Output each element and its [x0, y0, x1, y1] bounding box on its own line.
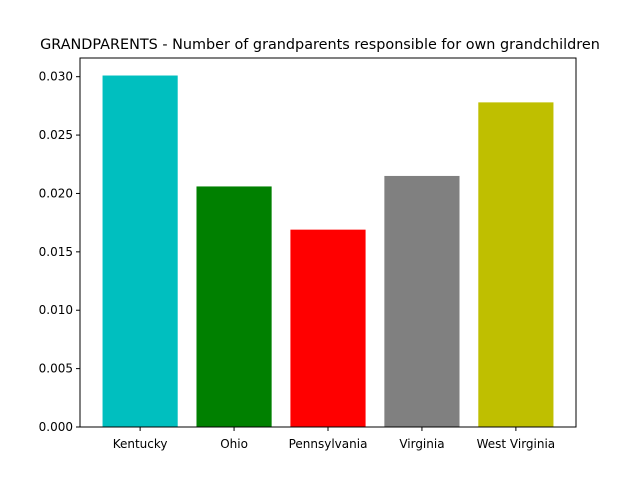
- y-tick-label: 0.005: [39, 362, 73, 376]
- bar-pennsylvania: [290, 229, 366, 427]
- y-tick-label: 0.030: [39, 70, 73, 84]
- bars: [102, 75, 554, 428]
- x-axis: Kentucky Ohio Pennsylvania Virginia West Vir…: [113, 427, 555, 451]
- y-axis: 0.000 0.005 0.010 0.015 0.020 0.025 0.030: [39, 70, 80, 434]
- bar-ohio: [196, 186, 272, 427]
- x-tick-label: Ohio: [220, 437, 248, 451]
- x-tick-label: West Virginia: [477, 437, 556, 451]
- x-tick-label: Kentucky: [113, 437, 168, 451]
- y-tick-label: 0.020: [39, 186, 73, 200]
- bar-west-virginia: [478, 102, 554, 428]
- y-tick-label: 0.000: [39, 420, 73, 434]
- plot-frame: [79, 57, 577, 428]
- x-tick-label: Pennsylvania: [289, 437, 368, 451]
- bar-virginia: [384, 175, 460, 427]
- chart-title: GRANDPARENTS - Number of grandparents re…: [40, 37, 600, 53]
- bar-kentucky: [102, 75, 178, 428]
- y-tick-label: 0.025: [39, 128, 73, 142]
- x-tick-label: Virginia: [399, 437, 444, 451]
- y-tick-label: 0.015: [39, 245, 73, 259]
- y-tick-label: 0.010: [39, 303, 73, 317]
